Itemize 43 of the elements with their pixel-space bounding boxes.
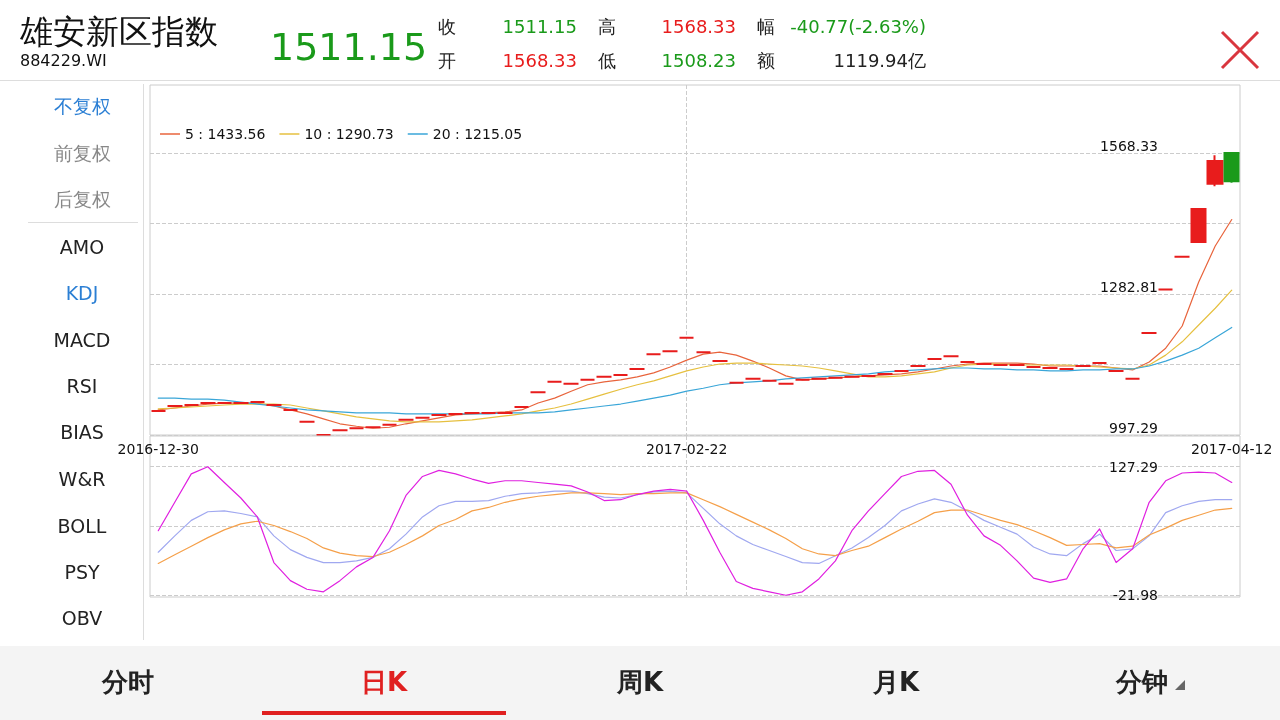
legend-label: 20 : 1215.05	[432, 126, 523, 142]
x-tick-label: 2017-04-12	[1191, 441, 1273, 457]
text: OBV	[61, 606, 103, 629]
chart-subtitle: 884229.WI	[20, 51, 107, 71]
text: 收	[438, 16, 456, 38]
text: AMO	[59, 235, 105, 258]
text: 幅	[757, 16, 775, 38]
text: 分时	[102, 666, 154, 697]
text: -40.77(-2.63%)	[790, 16, 926, 38]
text: RSI	[66, 374, 98, 397]
x-tick-label: 2017-02-22	[646, 441, 728, 457]
y-tick-label: 1568.33	[1100, 137, 1158, 154]
text: 开	[438, 50, 456, 72]
text: 前复权	[53, 141, 111, 164]
y-tick-label: 997.29	[1109, 420, 1158, 436]
y-tick-label: 1282.81	[1100, 278, 1158, 295]
text: 分钟	[1116, 666, 1168, 697]
text: BOLL	[57, 514, 107, 537]
text: 不复权	[53, 94, 111, 117]
text: KDJ	[65, 281, 99, 304]
text: 月K	[872, 666, 920, 697]
text: BIAS	[60, 420, 104, 443]
text: 高	[598, 16, 616, 38]
text: 额	[757, 50, 775, 72]
y-tick-label: -21.98	[1112, 587, 1158, 604]
chart-title: 雄安新区指数	[20, 11, 218, 51]
text: 1119.94亿	[833, 50, 926, 72]
x-tick-label: 2016-12-30	[117, 441, 199, 457]
text: 1511.15	[502, 16, 577, 38]
y-tick-label: 127.29	[1109, 458, 1158, 475]
text: W&R	[58, 467, 106, 490]
legend-label: 5 : 1433.56	[185, 126, 266, 142]
text: 1511.15	[270, 25, 428, 70]
text: 1508.23	[661, 50, 736, 72]
text: 1568.33	[661, 16, 736, 38]
text: MACD	[53, 328, 111, 351]
text: PSY	[64, 560, 100, 583]
text: 周K	[616, 666, 664, 697]
text: 日K	[360, 666, 408, 697]
legend-label: 10 : 1290.73	[304, 126, 394, 142]
text: 1568.33	[502, 50, 577, 72]
text: 后复权	[53, 187, 111, 210]
text: 低	[598, 50, 616, 72]
